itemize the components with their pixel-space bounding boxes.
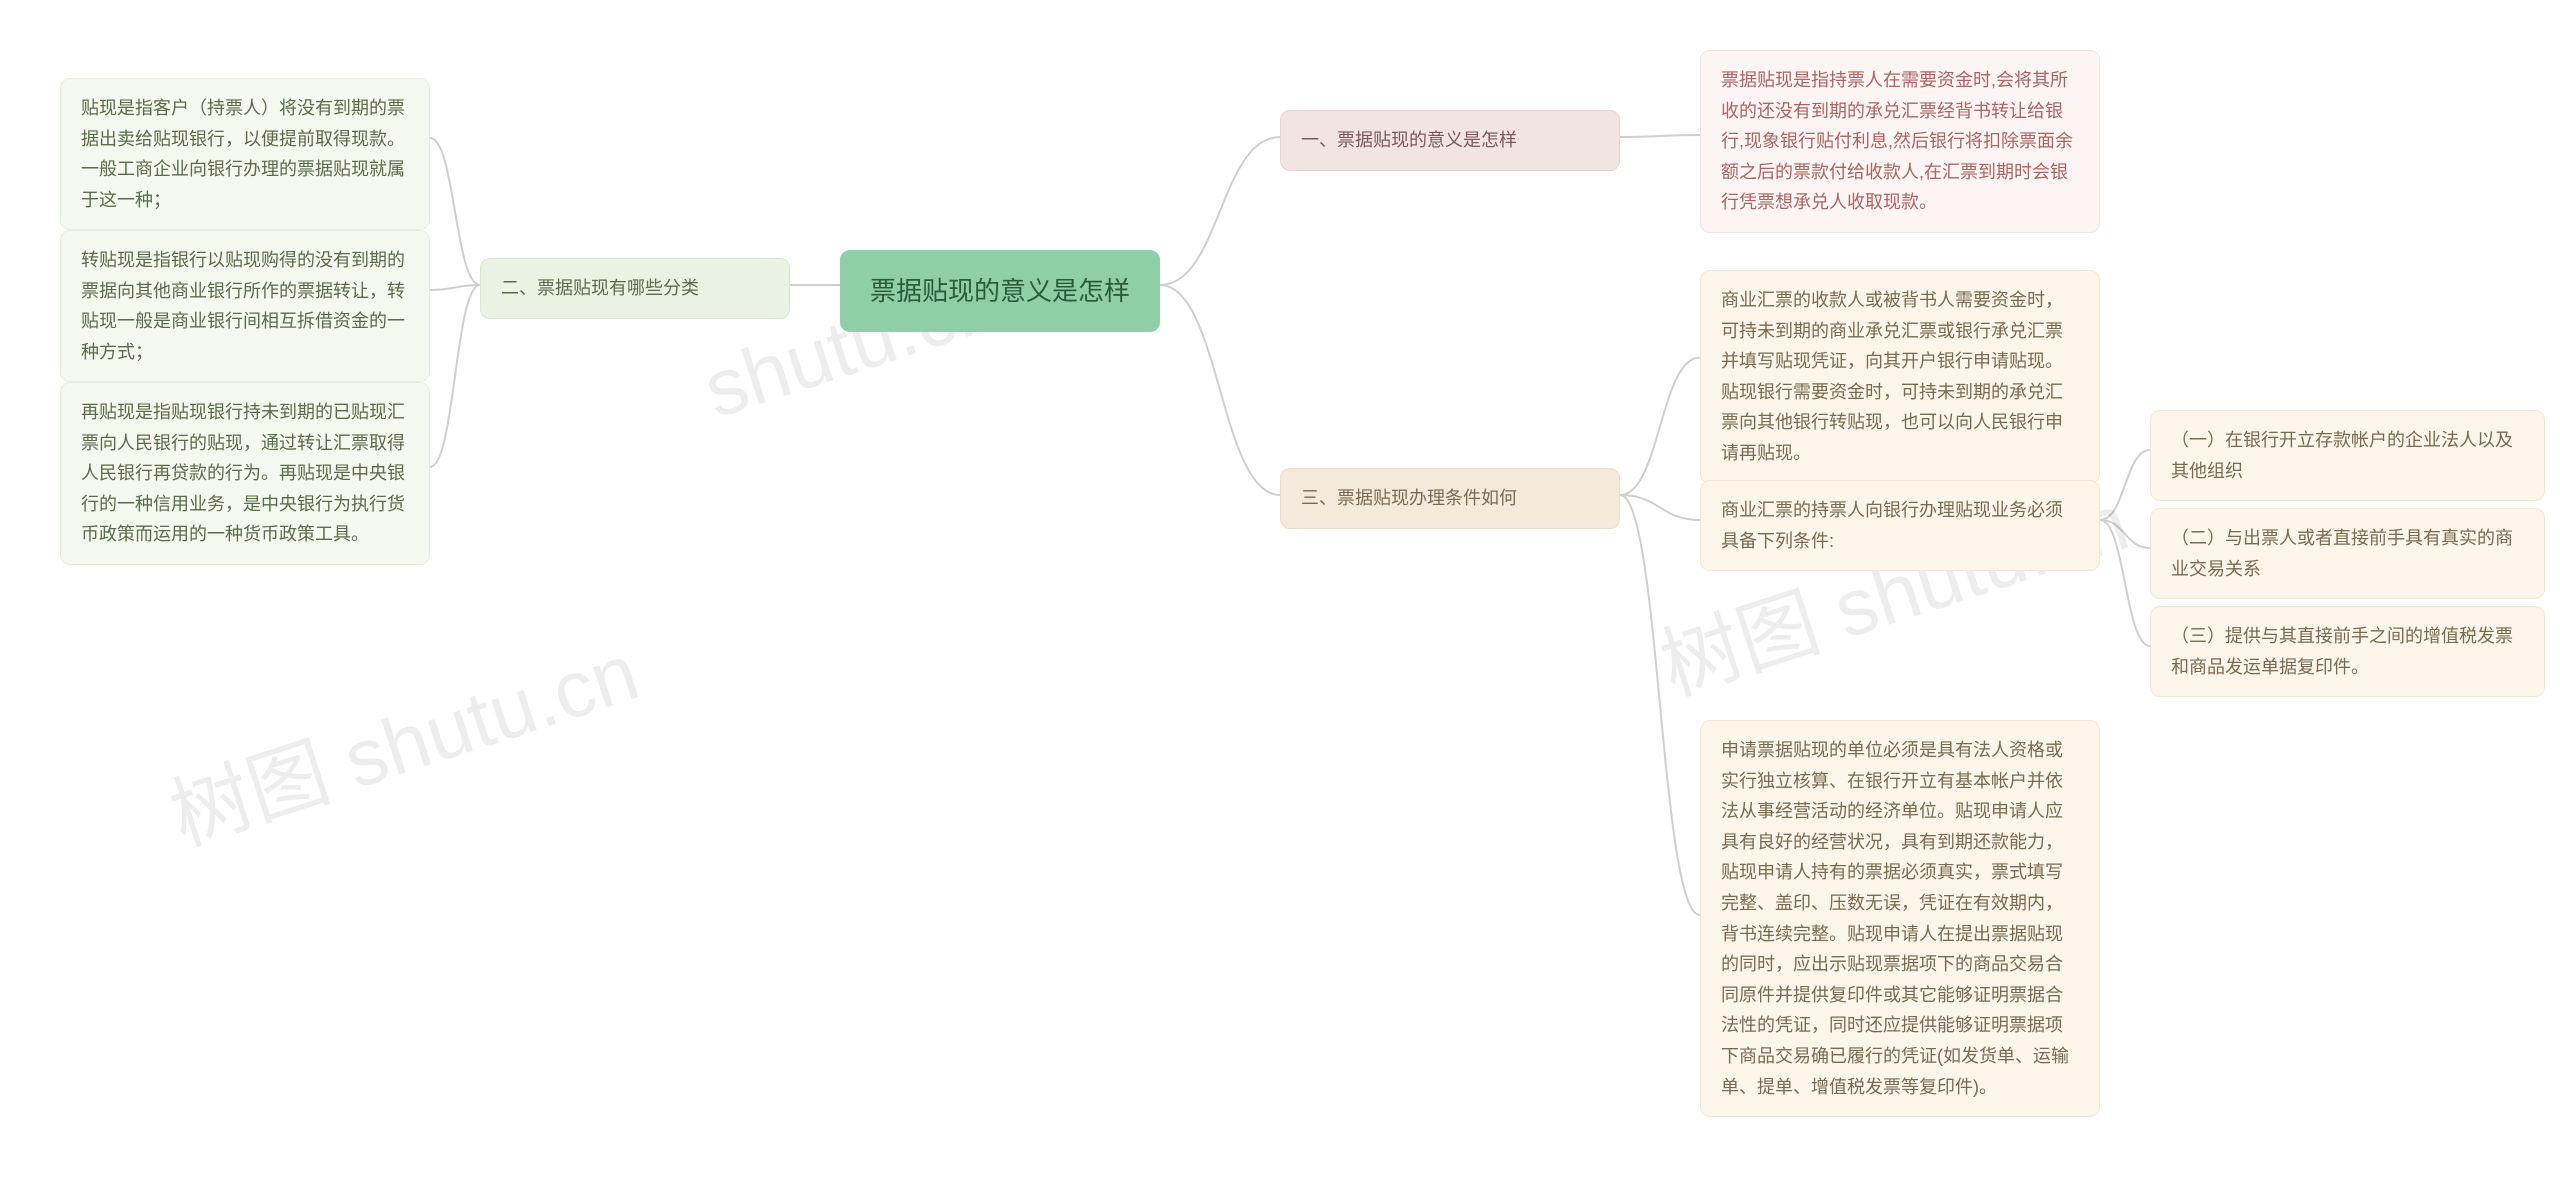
- connector: [1620, 358, 1700, 496]
- mindmap-node-b3b3: （三）提供与其直接前手之间的增值税发票和商品发运单据复印件。: [2150, 606, 2545, 697]
- connector: [1160, 137, 1280, 285]
- connector: [1160, 285, 1280, 495]
- mindmap-node-b3b: 商业汇票的持票人向银行办理贴现业务必须具备下列条件:: [1700, 480, 2100, 571]
- mindmap-node-b3b2: （二）与出票人或者直接前手具有真实的商业交易关系: [2150, 508, 2545, 599]
- connector: [2100, 520, 2150, 548]
- mindmap-node-b3b1: （一）在银行开立存款帐户的企业法人以及其他组织: [2150, 410, 2545, 501]
- mindmap-node-b2b: 转贴现是指银行以贴现购得的没有到期的票据向其他商业银行所作的票据转让，转贴现一般…: [60, 230, 430, 382]
- mindmap-node-b1a: 票据贴现是指持票人在需要资金时,会将其所收的还没有到期的承兑汇票经背书转让给银行…: [1700, 50, 2100, 233]
- mindmap-node-b2c: 再贴现是指贴现银行持未到期的已贴现汇票向人民银行的贴现，通过转让汇票取得人民银行…: [60, 382, 430, 565]
- mindmap-node-b3c: 申请票据贴现的单位必须是具有法人资格或实行独立核算、在银行开立有基本帐户并依法从…: [1700, 720, 2100, 1117]
- connector: [1620, 135, 1700, 137]
- connector: [2100, 450, 2150, 520]
- connector: [430, 285, 480, 467]
- connector: [430, 138, 480, 285]
- connector: [2100, 520, 2150, 646]
- connector: [1620, 495, 1700, 915]
- connector: [430, 285, 480, 290]
- mindmap-node-b3: 三、票据贴现办理条件如何: [1280, 468, 1620, 529]
- connector: [1620, 495, 1700, 520]
- mindmap-node-b2: 二、票据贴现有哪些分类: [480, 258, 790, 319]
- mindmap-root: 票据贴现的意义是怎样: [840, 250, 1160, 332]
- mindmap-node-b1: 一、票据贴现的意义是怎样: [1280, 110, 1620, 171]
- watermark: 树图 shutu.cn: [154, 608, 651, 868]
- mindmap-node-b2a: 贴现是指客户（持票人）将没有到期的票据出卖给贴现银行，以便提前取得现款。一般工商…: [60, 78, 430, 230]
- mindmap-node-b3a: 商业汇票的收款人或被背书人需要资金时，可持未到期的商业承兑汇票或银行承兑汇票并填…: [1700, 270, 2100, 484]
